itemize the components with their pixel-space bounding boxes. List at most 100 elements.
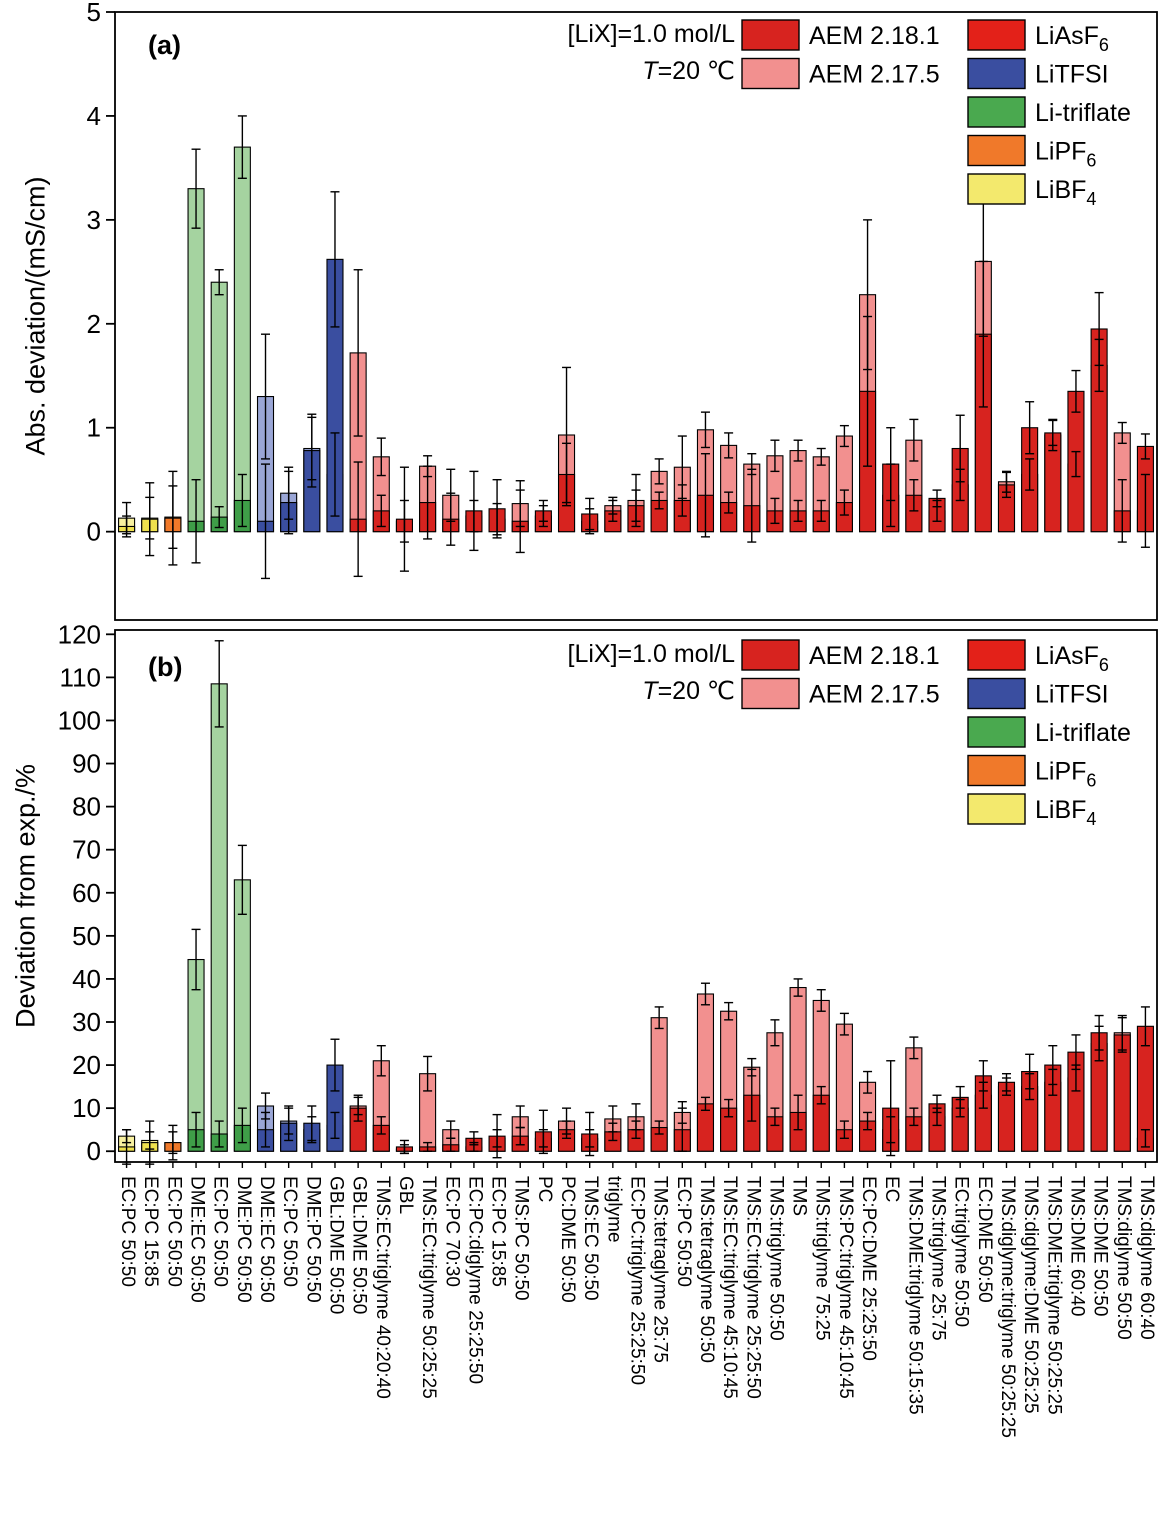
y-tick-label: 60 [72,878,101,908]
x-tick-label: PC:DME 50:50 [557,1176,578,1303]
x-tick-label: TMS:EC:triglyme 45:10:45 [719,1176,740,1399]
x-tick-label: TMS:DME 60:40 [1066,1176,1087,1316]
x-tick-label: EC:PC:diglyme 25:25:50 [464,1176,485,1384]
x-tick-label: EC:PC 50:50 [210,1176,231,1287]
x-tick-label: TMS:diglyme 50:50 [1113,1176,1134,1340]
y-tick-label: 0 [87,517,101,547]
x-tick-label: DME:EC 50:50 [256,1176,277,1303]
x-tick-label: EC:PC 15:85 [488,1176,509,1287]
temperature-value: =20 ℃ [657,677,735,705]
x-tick-label: TMS:triglyme 50:50 [765,1176,786,1341]
y-tick-label: 10 [72,1093,101,1123]
x-tick-label: EC:PC 70:30 [441,1176,462,1287]
x-tick-label: DME:EC 50:50 [187,1176,208,1303]
y-tick-label: 2 [87,309,101,339]
x-tick-label: EC:PC 50:50 [163,1176,184,1287]
legend-swatch-litfsi [967,57,1026,90]
x-tick-label: GBL:DME 50:50 [349,1176,370,1314]
y-tick-label: 120 [58,619,101,649]
panel-a-label: (a) [148,30,181,60]
legend-swatch-aem-2-18-1 [741,639,800,671]
legend-swatch-libf4 [967,793,1026,825]
x-tick-label: TMS:PC:triglyme 45:10:45 [835,1176,856,1399]
y-tick-label: 80 [72,792,101,822]
legend-swatch-aem-2-18-1 [741,19,800,51]
x-tick-label: DME:PC 50:50 [302,1176,323,1303]
legend-label-litfsi: LiTFSI [1035,61,1109,89]
y-tick-label: 4 [87,101,101,131]
legend-label-liasf6: LiAsF6 [1035,22,1109,55]
panel-b-label: (b) [148,652,183,682]
x-tick-label: TMS:DME:triglyme 50:25:25 [1043,1176,1064,1415]
y-tick-label: 50 [72,921,101,951]
x-tick-label: TMS:DME:triglyme 50:15:35 [904,1176,925,1415]
legend-swatch-li-triflate [967,96,1026,128]
legend-label-aem-2-18-1: AEM 2.18.1 [809,22,940,50]
x-tick-label: TMS:triglyme 75:25 [812,1176,833,1341]
x-tick-label: TMS:EC:triglyme 50:25:25 [418,1176,439,1399]
temperature-note: T=20 ℃ [568,53,735,90]
y-tick-label: 40 [72,964,101,994]
y-tick-label: 1 [87,413,101,443]
y-tick-label: 30 [72,1007,101,1037]
legend-swatch-aem-2-17-5 [741,677,800,710]
legend-swatch-li-triflate [967,716,1026,748]
legend-swatch-lipf6 [967,754,1026,787]
x-tick-label: EC:PC 50:50 [117,1176,138,1287]
x-tick-label: TMS:triglyme 25:75 [928,1176,949,1341]
x-tick-label: TMS:EC:triglyme 25:25:50 [742,1176,763,1399]
concentration-note: [LiX]=1.0 mol/L [567,20,735,48]
legend-label-lipf6: LiPF6 [1035,758,1096,791]
x-tick-label: PC [534,1176,555,1202]
x-tick-label: TMS:tetraglyme 25:75 [650,1176,671,1363]
x-tick-label: EC:PC 15:85 [140,1176,161,1287]
y-tick-label: 110 [60,662,101,692]
panel-a-conditions: [LiX]=1.0 mol/L T=20 ℃ [568,16,735,90]
temperature-symbol: T [642,677,658,705]
legend-label-aem-2-17-5: AEM 2.17.5 [809,61,940,89]
x-tick-label: EC [881,1176,902,1202]
legend-label-litfsi: LiTFSI [1035,681,1109,709]
temperature-value: =20 ℃ [657,57,735,85]
x-tick-label: TMS:diglyme 60:40 [1136,1176,1157,1340]
legend-label-libf4: LiBF4 [1035,796,1096,829]
y-tick-label: 100 [58,705,101,735]
x-tick-label: TMS:DME 50:50 [1090,1176,1111,1316]
x-tick-label: EC:triglyme 50:50 [951,1176,972,1327]
concentration-note: [LiX]=1.0 mol/L [567,640,735,668]
y-tick-label: 3 [87,205,101,235]
x-tick-label: EC:DME 50:50 [974,1176,995,1303]
x-tick-label: GBL [395,1176,416,1214]
panel-a-y-axis-title: Abs. deviation/(mS/cm) [20,176,51,456]
x-tick-label: triglyme [603,1176,624,1243]
legend-swatch-aem-2-17-5 [741,57,800,90]
temperature-symbol: T [642,57,658,85]
legend-label-lipf6: LiPF6 [1035,138,1096,171]
legend-label-liasf6: LiAsF6 [1035,642,1109,675]
bar-aem-2175-a-4 [210,281,228,533]
y-tick-label: 90 [72,749,101,779]
legend-swatch-litfsi [967,677,1026,710]
panel-b-y-axis-title: Deviation from exp./% [10,763,41,1029]
x-tick-label: EC:PC:triglyme 25:25:50 [627,1176,648,1385]
legend-swatch-liasf6 [967,19,1026,51]
y-tick-label: 5 [87,0,101,27]
legend-swatch-libf4 [967,173,1026,205]
legend-label-li-triflate: Li-triflate [1035,719,1131,747]
x-tick-label: DME:PC 50:50 [233,1176,254,1303]
y-tick-label: 70 [72,835,101,865]
x-tick-label: EC:PC 50:50 [279,1176,300,1287]
x-tick-label: TMS [789,1176,810,1216]
x-tick-label: TMS:EC:triglyme 40:20:40 [372,1176,393,1399]
legend-label-aem-2-18-1: AEM 2.18.1 [809,642,940,670]
x-tick-label: TMS:tetraglyme 50:50 [696,1176,717,1363]
panel-b-conditions: [LiX]=1.0 mol/L T=20 ℃ [568,636,735,710]
x-tick-label: TMS:diglyme:DME 50:25:25 [1020,1176,1041,1414]
y-tick-label: 20 [72,1050,101,1080]
x-tick-label: GBL:DME 50:50 [325,1176,346,1314]
legend-swatch-liasf6 [967,639,1026,671]
x-tick-label: TMS:PC 50:50 [511,1176,532,1301]
legend-swatch-lipf6 [967,134,1026,167]
